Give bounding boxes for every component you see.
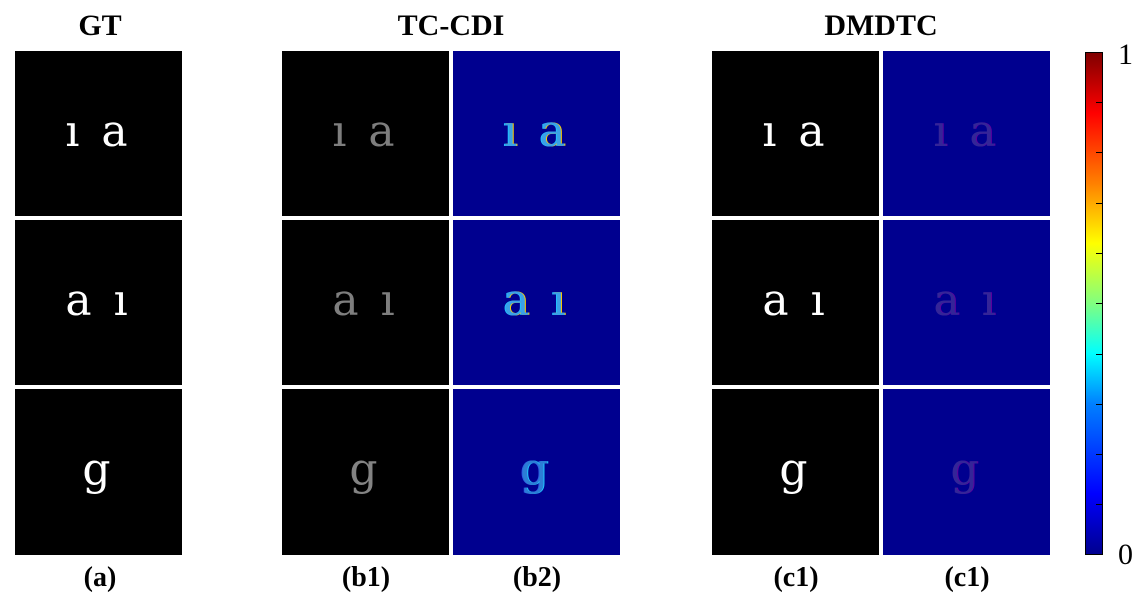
colorbar-min-label: 0 bbox=[1118, 538, 1133, 571]
tc-cdi-recon-glyph-row1: ı a bbox=[332, 105, 399, 157]
dmdtc-error-row2: a ı bbox=[883, 220, 1050, 385]
dmdtc-recon-row2: a ı bbox=[712, 220, 879, 385]
caption-a: (a) bbox=[83, 562, 117, 593]
dmdtc-recon-row3: g bbox=[712, 389, 879, 555]
tc-cdi-error-glyph-row1: ı a bbox=[503, 105, 570, 157]
tc-cdi-recon-glyph-row3: g bbox=[349, 444, 382, 495]
gt-tile-row1: ı a bbox=[15, 51, 182, 216]
dmdtc-recon-glyph-row1: ı a bbox=[762, 105, 829, 157]
heading-dmdtc: DMDTC bbox=[824, 9, 938, 42]
dmdtc-recon-glyph-row2: a ı bbox=[762, 274, 829, 326]
gt-glyph-row2: a ı bbox=[65, 274, 132, 326]
caption-b2: (b2) bbox=[512, 562, 562, 593]
dmdtc-recon-glyph-row3: g bbox=[779, 444, 812, 495]
tc-cdi-error-row3: g bbox=[453, 389, 620, 555]
tc-cdi-recon-row3: g bbox=[282, 389, 449, 555]
caption-c1-left: (c1) bbox=[773, 562, 819, 593]
dmdtc-error-row3: g bbox=[883, 389, 1050, 555]
gt-tile-row3: g bbox=[15, 389, 182, 555]
colorbar-tick bbox=[1096, 404, 1103, 405]
colorbar-max-label: 1 bbox=[1118, 38, 1133, 71]
caption-b1: (b1) bbox=[341, 562, 391, 593]
colorbar-tick bbox=[1096, 152, 1103, 153]
tc-cdi-recon-glyph-row2: a ı bbox=[332, 274, 399, 326]
heading-gt: GT bbox=[78, 9, 122, 42]
tc-cdi-error-row2: a ı bbox=[453, 220, 620, 385]
colorbar-tick bbox=[1096, 203, 1103, 204]
heading-tc-cdi: TC-CDI bbox=[397, 9, 505, 42]
tc-cdi-error-row1: ı a bbox=[453, 51, 620, 216]
dmdtc-error-glyph-row3: g bbox=[950, 444, 983, 495]
tc-cdi-recon-row2: a ı bbox=[282, 220, 449, 385]
dmdtc-error-row1: ı a bbox=[883, 51, 1050, 216]
colorbar-tick bbox=[1096, 253, 1103, 254]
dmdtc-error-glyph-row2: a ı bbox=[933, 274, 1000, 326]
gt-tile-row2: a ı bbox=[15, 220, 182, 385]
tc-cdi-recon-row1: ı a bbox=[282, 51, 449, 216]
colorbar-tick bbox=[1096, 454, 1103, 455]
colorbar-tick bbox=[1096, 504, 1103, 505]
gt-glyph-row3: g bbox=[82, 444, 115, 495]
caption-c1-right: (c1) bbox=[944, 562, 990, 593]
gt-glyph-row1: ı a bbox=[65, 105, 132, 157]
tc-cdi-error-glyph-row3: g bbox=[520, 444, 553, 495]
dmdtc-error-glyph-row1: ı a bbox=[933, 105, 1000, 157]
dmdtc-recon-row1: ı a bbox=[712, 51, 879, 216]
colorbar-tick bbox=[1096, 303, 1103, 304]
tc-cdi-error-glyph-row2: a ı bbox=[503, 274, 570, 326]
colorbar-tick bbox=[1096, 102, 1103, 103]
colorbar-tick bbox=[1096, 354, 1103, 355]
